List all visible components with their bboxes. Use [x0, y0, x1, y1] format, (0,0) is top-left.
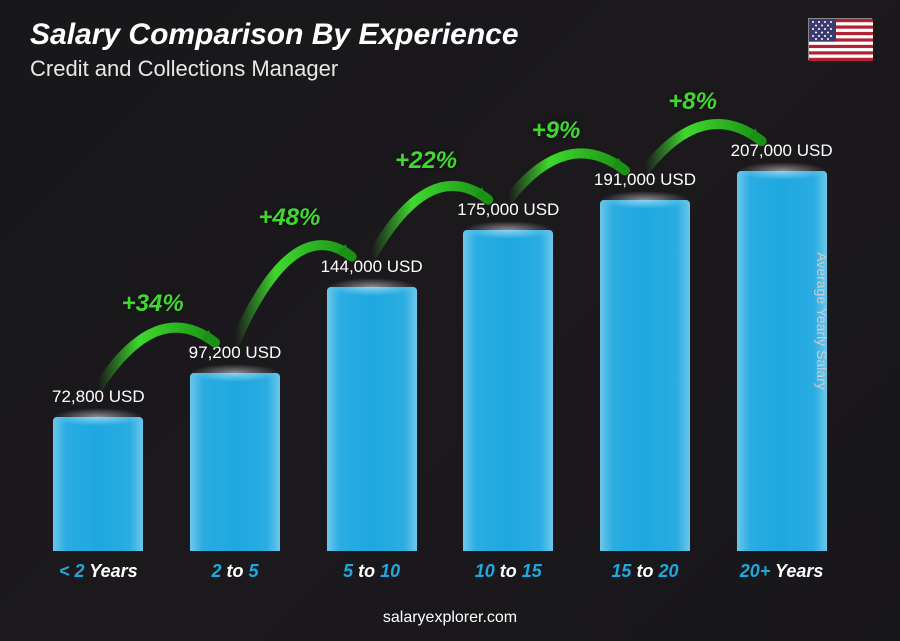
- bar: [53, 417, 143, 551]
- x-axis-label: 5 to 10: [312, 561, 432, 591]
- x-axis-label: 15 to 20: [585, 561, 705, 591]
- x-axis-label: 10 to 15: [448, 561, 568, 591]
- bar: [190, 373, 280, 551]
- bar-group: 72,800 USD: [38, 387, 158, 551]
- bar-value-label: 72,800 USD: [52, 387, 145, 407]
- bar-value-label: 144,000 USD: [321, 257, 423, 277]
- x-axis-label: < 2 Years: [38, 561, 158, 591]
- bar-group: 175,000 USD: [448, 200, 568, 551]
- growth-percent-label: +34%: [122, 290, 184, 318]
- chart-area: 72,800 USD 97,200 USD 144,000 USD 175,000 U…: [30, 100, 850, 591]
- growth-percent-label: +8%: [668, 88, 717, 116]
- x-axis-labels: < 2 Years 2 to 5 5 to 10 10 to 15 15 to 20 20…: [30, 561, 850, 591]
- bar-group: 97,200 USD: [175, 343, 295, 551]
- us-flag-icon: [808, 18, 872, 60]
- growth-percent-label: +9%: [532, 117, 581, 145]
- bar-value-label: 191,000 USD: [594, 170, 696, 190]
- chart-subtitle: Credit and Collections Manager: [30, 56, 870, 82]
- bar: [327, 287, 417, 551]
- bar: [600, 200, 690, 551]
- bar-value-label: 97,200 USD: [189, 343, 282, 363]
- x-axis-label: 20+ Years: [722, 561, 842, 591]
- bar-value-label: 175,000 USD: [457, 200, 559, 220]
- bars-container: 72,800 USD 97,200 USD 144,000 USD 175,000 U…: [30, 131, 850, 551]
- bar-group: 191,000 USD: [585, 170, 705, 551]
- growth-percent-label: +22%: [395, 147, 457, 175]
- chart-title: Salary Comparison By Experience: [30, 18, 870, 52]
- bar: [463, 230, 553, 551]
- x-axis-label: 2 to 5: [175, 561, 295, 591]
- growth-percent-label: +48%: [258, 204, 320, 232]
- y-axis-label: Average Yearly Salary: [813, 252, 829, 390]
- bar-value-label: 207,000 USD: [731, 141, 833, 161]
- header: Salary Comparison By Experience Credit a…: [30, 18, 870, 82]
- footer-attribution: salaryexplorer.com: [0, 609, 900, 627]
- bar-group: 144,000 USD: [312, 257, 432, 551]
